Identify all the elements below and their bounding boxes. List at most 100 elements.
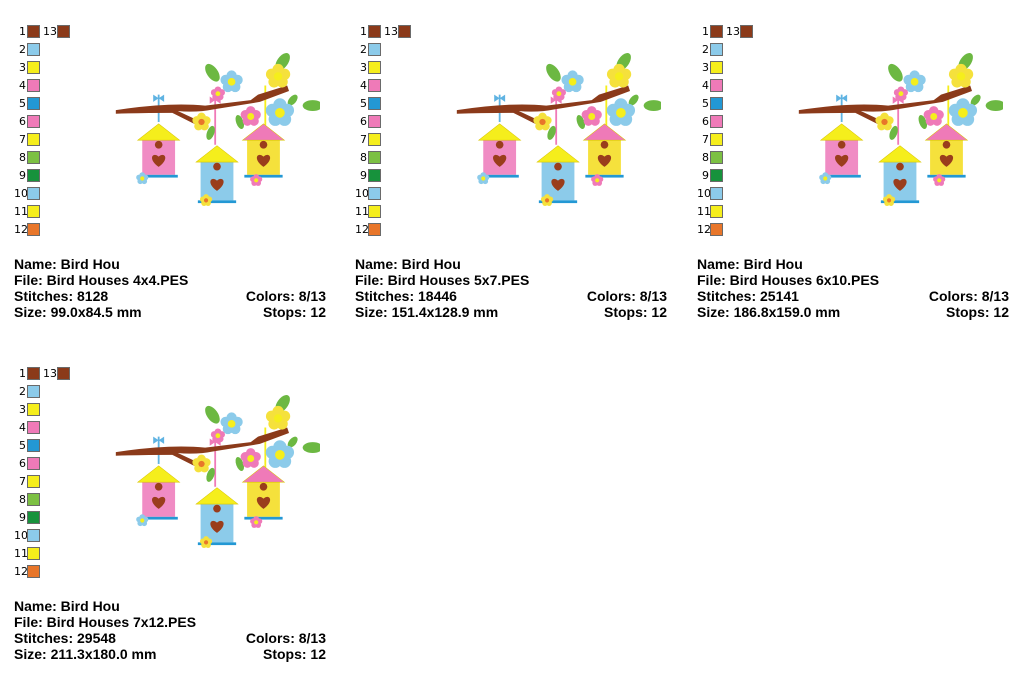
- design-stitches: Stitches: 18446: [355, 288, 457, 304]
- color-swatch: [27, 511, 40, 524]
- color-swatch: [740, 25, 753, 38]
- palette-row: 6: [14, 456, 94, 472]
- design-info: Name: Bird Hou File: Bird Houses 5x7.PES…: [355, 256, 671, 320]
- flower-center: [273, 414, 283, 423]
- palette-row: 3: [697, 60, 777, 76]
- palette-number: 11: [355, 205, 369, 218]
- leaf: [970, 94, 981, 106]
- house-base: [480, 174, 519, 178]
- flower-center: [910, 78, 919, 86]
- palette-number: 10: [697, 187, 711, 200]
- palette-number: 7: [19, 133, 26, 146]
- palette-row: 1 13: [697, 24, 777, 40]
- flower: [210, 428, 225, 443]
- palette-row: 10: [355, 186, 435, 202]
- flower-center: [273, 72, 283, 81]
- flower-center: [556, 91, 562, 97]
- color-swatch: [27, 151, 40, 164]
- leaf: [235, 115, 245, 129]
- house-hole: [896, 162, 904, 171]
- palette-row: 5: [355, 96, 435, 112]
- design-colors: Colors: 8/13: [586, 288, 667, 304]
- house-base: [585, 174, 624, 178]
- flower-center: [215, 433, 221, 439]
- leaf: [628, 94, 639, 106]
- heart: [210, 520, 224, 533]
- palette-number: 13: [43, 25, 57, 38]
- bird-house: [136, 123, 181, 178]
- palette-row: 6: [14, 114, 94, 130]
- flower-center: [898, 91, 904, 97]
- design-file: File: Bird Houses 4x4.PES: [14, 272, 189, 288]
- design-info: Name: Bird Hou File: Bird Houses 7x12.PE…: [14, 598, 330, 662]
- palette-number: 9: [19, 511, 26, 524]
- branch: [798, 85, 973, 128]
- house-hole: [259, 140, 268, 149]
- color-swatch: [368, 223, 381, 236]
- heart: [597, 154, 612, 167]
- color-swatch: [27, 25, 40, 38]
- palette-number: 7: [702, 133, 709, 146]
- design-name: Name: Bird Hou: [697, 256, 803, 272]
- palette-number: 9: [19, 169, 26, 182]
- palette-number: 13: [726, 25, 740, 38]
- flower: [540, 194, 554, 206]
- leaf: [546, 63, 561, 82]
- flower: [819, 172, 832, 185]
- flower: [265, 440, 295, 468]
- flower: [875, 112, 894, 131]
- color-swatch: [368, 43, 381, 56]
- flower: [210, 86, 225, 101]
- palette-row: 2: [14, 384, 94, 400]
- bird-house: [477, 123, 522, 178]
- palette-number: 6: [19, 457, 26, 470]
- flower-center: [203, 198, 209, 203]
- design-card: 1 13 2 3 4 5 6 7 8 9 10 11 12 Name: Bird Hou File: B…: [697, 24, 1017, 354]
- flower: [533, 112, 552, 131]
- palette-row: 2: [697, 42, 777, 58]
- palette-number: 7: [360, 133, 367, 146]
- palette-row: 10: [14, 528, 94, 544]
- house-roof: [241, 123, 286, 141]
- leaf: [287, 94, 298, 106]
- palette-number: 10: [14, 187, 28, 200]
- house-base: [197, 200, 237, 204]
- flower-center: [930, 113, 938, 120]
- house-roof: [195, 487, 239, 505]
- design-stops: Stops: 12: [262, 646, 326, 662]
- color-swatch: [368, 25, 381, 38]
- flower-center: [254, 520, 259, 525]
- design-card: 1 13 2 3 4 5 6 7 8 9 10 11 12 Name: Bird Hou File: B…: [14, 366, 334, 696]
- color-swatch: [27, 457, 40, 470]
- color-swatch: [57, 25, 70, 38]
- palette-row: 8: [14, 150, 94, 166]
- color-swatch: [27, 133, 40, 146]
- design-size: Size: 186.8x159.0 mm: [697, 304, 841, 320]
- palette-number: 12: [355, 223, 369, 236]
- leaf: [889, 125, 898, 140]
- palette-number: 4: [19, 421, 26, 434]
- palette-number: 5: [360, 97, 367, 110]
- color-swatch: [368, 79, 381, 92]
- flower-center: [823, 176, 828, 181]
- flower: [948, 98, 978, 126]
- design-colors: Colors: 8/13: [245, 630, 326, 646]
- house-roof: [477, 123, 522, 141]
- color-swatch: [710, 205, 723, 218]
- color-swatch: [710, 97, 723, 110]
- design-file: File: Bird Houses 6x10.PES: [697, 272, 880, 288]
- color-swatch: [398, 25, 411, 38]
- palette-row: 12: [14, 564, 94, 580]
- bird-house: [241, 465, 286, 520]
- leaf: [302, 442, 320, 454]
- bird-houses-design-preview: [115, 395, 320, 548]
- house-base: [244, 516, 283, 520]
- palette-row: 4: [14, 78, 94, 94]
- bird-houses-design-preview: [115, 53, 320, 206]
- design-file: File: Bird Houses 5x7.PES: [355, 272, 530, 288]
- color-swatch: [27, 61, 40, 74]
- house-roof: [136, 465, 181, 483]
- design-colors: Colors: 8/13: [928, 288, 1009, 304]
- color-swatch: [368, 97, 381, 110]
- color-swatch: [27, 79, 40, 92]
